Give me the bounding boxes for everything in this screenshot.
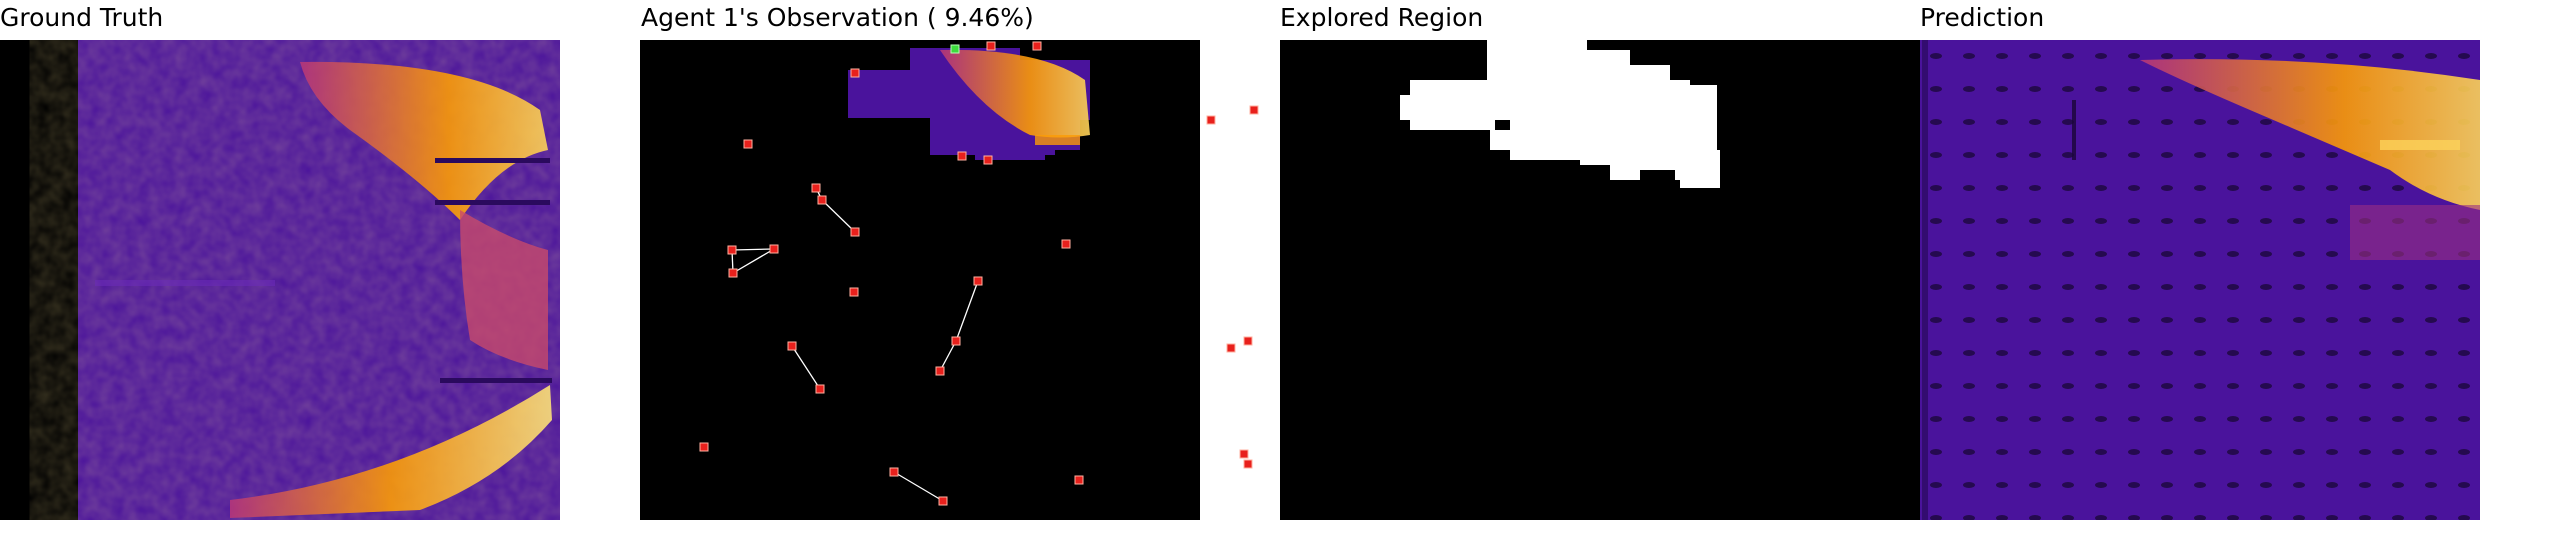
agent-marker	[699, 442, 709, 452]
observation-title: Agent 1's Observation ( 9.46%)	[641, 3, 1034, 32]
agent-marker	[1239, 449, 1249, 459]
agent-marker	[973, 276, 983, 286]
agent-marker	[1243, 336, 1253, 346]
agent-marker	[1061, 239, 1071, 249]
agent-trajectories	[731, 187, 979, 502]
hot-region-bottom	[230, 385, 552, 518]
ground-truth-heatmap	[0, 40, 560, 520]
observed-patch	[848, 48, 1090, 160]
explored-region-panel	[1280, 40, 1920, 520]
observation-edge-markers	[1200, 40, 1280, 520]
agent-marker	[1206, 115, 1216, 125]
agent-marker	[1074, 475, 1084, 485]
agent-marker	[727, 245, 737, 255]
agent-marker	[815, 384, 825, 394]
explored-region-mask	[1280, 40, 1920, 520]
hot-region-top	[300, 61, 548, 220]
agent-marker	[938, 496, 948, 506]
hot-region-right	[460, 210, 548, 370]
agent-marker	[787, 341, 797, 351]
agent-markers	[699, 41, 1084, 506]
observation-panel	[640, 40, 1200, 520]
prediction-panel	[1920, 40, 2480, 520]
agent-marker	[1243, 459, 1253, 469]
agent-marker	[743, 139, 753, 149]
agent-marker	[728, 268, 738, 278]
prediction-title: Prediction	[1920, 3, 2045, 32]
agent-marker	[935, 366, 945, 376]
observation-map	[640, 40, 1200, 520]
ground-truth-panel	[0, 40, 560, 520]
agent-marker	[850, 68, 860, 78]
agent-marker	[951, 336, 961, 346]
agent-marker	[983, 155, 993, 165]
agent-current-marker	[950, 44, 960, 54]
agent-marker	[1032, 41, 1042, 51]
prediction-heatmap	[1920, 40, 2480, 520]
agent-marker	[986, 41, 996, 51]
predicted-hot-region	[2140, 59, 2480, 211]
agent-marker	[849, 287, 859, 297]
agent-marker	[957, 151, 967, 161]
agent-marker	[889, 467, 899, 477]
agent-marker	[850, 227, 860, 237]
explored-region-title: Explored Region	[1280, 3, 1484, 32]
ground-truth-title: Ground Truth	[0, 3, 164, 32]
agent-marker	[1226, 343, 1236, 353]
agent-marker	[1249, 105, 1259, 115]
agent-marker	[817, 195, 827, 205]
agent-marker	[769, 244, 779, 254]
agent-marker	[811, 183, 821, 193]
